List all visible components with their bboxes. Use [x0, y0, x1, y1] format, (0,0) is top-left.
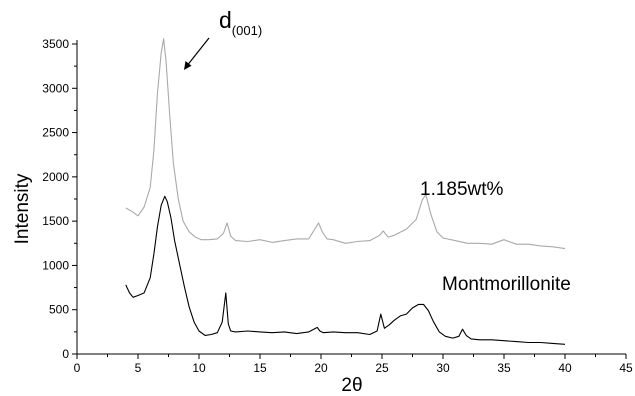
annotation-subscript-text: (001)	[232, 23, 262, 38]
x-tick-label: 15	[253, 361, 267, 375]
y-axis-ticks: 0 500 1000 1500 2000 2500 3000 3500	[42, 37, 77, 361]
x-tick-label: 5	[135, 361, 142, 375]
series-line-montmorillonite	[125, 195, 566, 345]
svg-text:d(001): d(001)	[219, 7, 262, 38]
series-labels: 1.185wt% Montmorillonite	[420, 179, 571, 295]
x-tick-label: 25	[375, 361, 389, 375]
y-tick-label: 500	[49, 303, 69, 317]
y-tick-label: 3000	[42, 81, 69, 95]
y-axis-title: Intensity	[12, 173, 33, 244]
series-line-composite	[125, 38, 566, 250]
x-axis-title: 2θ	[341, 375, 362, 396]
x-tick-label: 30	[436, 361, 450, 375]
annotation-main-text: d	[219, 7, 232, 33]
x-tick-label: 40	[558, 361, 572, 375]
y-tick-label: 0	[62, 347, 69, 361]
x-axis-ticks: 0 5 10 15 20 25 30 35 40 45	[74, 354, 633, 375]
annotation-arrow	[185, 37, 210, 68]
x-tick-label: 20	[314, 361, 328, 375]
annotation-arrowhead	[184, 61, 192, 70]
x-tick-label: 0	[74, 361, 81, 375]
x-tick-label: 45	[619, 361, 633, 375]
y-tick-label: 2500	[42, 126, 69, 140]
y-tick-label: 1500	[42, 214, 69, 228]
x-tick-label: 10	[192, 361, 206, 375]
series-label-composite: 1.185wt%	[420, 179, 504, 200]
series-layer	[125, 38, 566, 345]
d001-annotation: d(001)	[184, 7, 262, 70]
x-tick-label: 35	[497, 361, 511, 375]
y-tick-label: 1000	[42, 258, 69, 272]
y-tick-label: 2000	[42, 170, 69, 184]
y-tick-label: 3500	[42, 37, 69, 51]
series-label-montmorillonite: Montmorillonite	[442, 274, 571, 295]
